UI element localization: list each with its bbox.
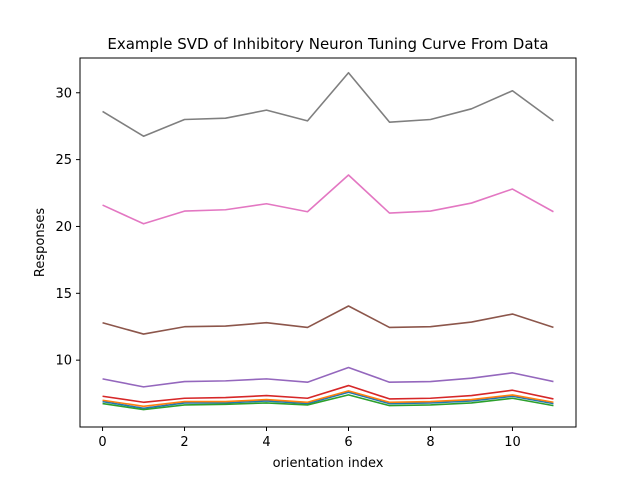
y-axis: 10 15 20 25 30 [55, 86, 80, 369]
y-tick-label: 20 [55, 220, 72, 235]
x-axis: 0 2 4 6 8 10 [98, 427, 521, 450]
y-tick-label: 10 [55, 354, 72, 369]
y-tick-label: 25 [55, 153, 72, 168]
series-line-1 [102, 391, 554, 410]
series-line-7 [102, 174, 554, 225]
series-line-2 [102, 390, 554, 408]
y-tick-label: 15 [55, 287, 72, 302]
x-tick-label: 4 [262, 435, 270, 450]
x-axis-label: orientation index [273, 456, 384, 471]
x-tick-label: 10 [504, 435, 521, 450]
x-tick-label: 2 [180, 435, 188, 450]
series-line-6 [102, 305, 554, 335]
series-line-5 [102, 366, 554, 388]
series-line-4 [102, 384, 554, 404]
x-tick-label: 0 [98, 435, 106, 450]
x-tick-label: 8 [426, 435, 434, 450]
plot-frame [79, 57, 577, 428]
y-axis-label: Responses [33, 208, 48, 277]
plot-series [102, 71, 554, 411]
y-tick-label: 30 [55, 86, 72, 101]
series-line-8 [102, 71, 554, 138]
series-line-3 [102, 394, 554, 411]
chart-title: Example SVD of Inhibitory Neuron Tuning … [107, 35, 548, 53]
x-tick-label: 6 [344, 435, 352, 450]
